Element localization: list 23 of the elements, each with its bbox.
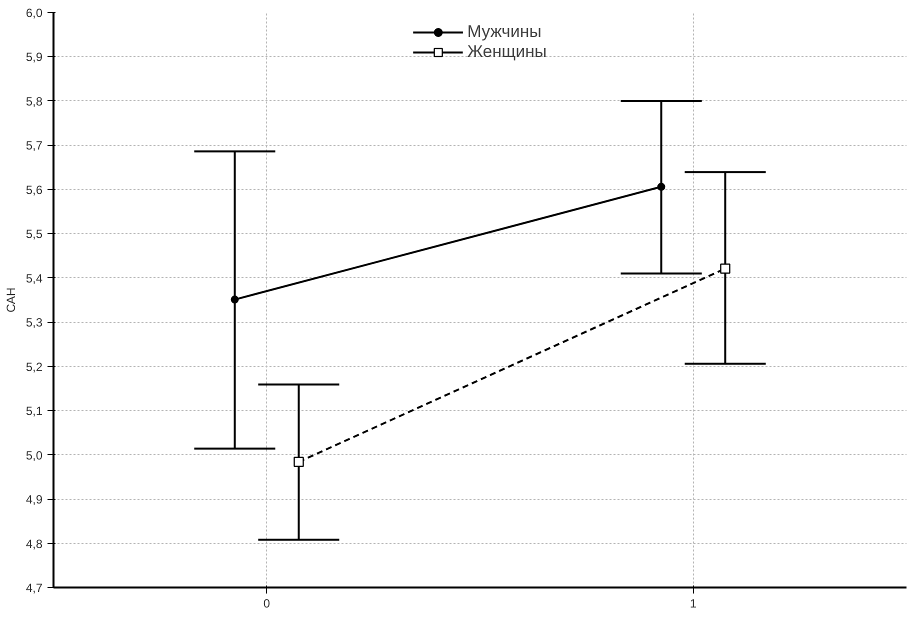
x-tick-label: 0 [263, 596, 270, 610]
y-tick-label: 6,0 [26, 6, 43, 20]
y-tick-label: 5,8 [26, 94, 43, 108]
y-tick-label: 5,2 [26, 360, 43, 374]
y-tick-label: 5,3 [26, 316, 43, 330]
y-tick-label: 5,5 [26, 227, 43, 242]
point [294, 456, 304, 467]
y-tick-label: 5,7 [26, 138, 43, 153]
y-tick-label: 4,9 [26, 492, 43, 507]
y-tick-label: 5,0 [26, 448, 43, 462]
point [720, 263, 730, 274]
y-tick-label: 4,7 [26, 581, 43, 595]
x-tick-label: 1 [690, 596, 697, 610]
point [230, 296, 239, 304]
y-tick-label: 5,6 [26, 182, 43, 197]
legend-label: Мужчины [467, 22, 542, 42]
y-tick-label: 4,8 [26, 536, 43, 551]
point [657, 182, 666, 191]
y-tick-label: 5,4 [26, 271, 43, 286]
y-tick-label: 5,9 [26, 50, 43, 64]
legend-label: Женщины [467, 42, 547, 62]
y-tick-label: 5,1 [26, 404, 43, 418]
y-axis-title: САН [4, 287, 18, 313]
